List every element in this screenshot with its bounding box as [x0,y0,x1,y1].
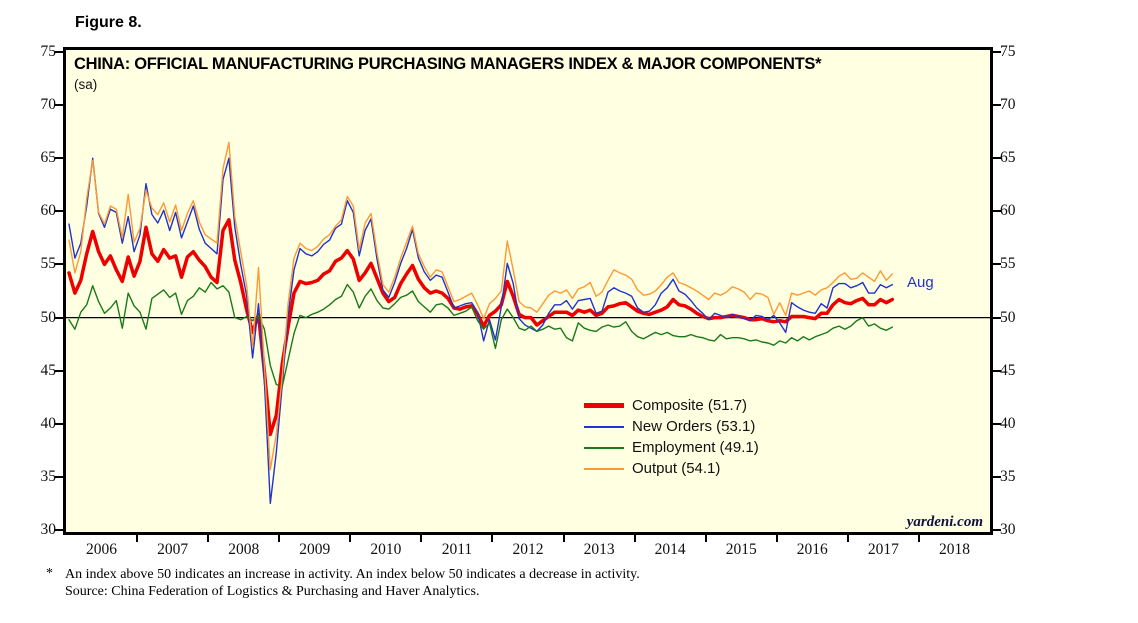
y-tick-left [55,316,63,319]
y-axis-label-right-55: 55 [1000,255,1016,273]
chart-title: CHINA: OFFICIAL MANUFACTURING PURCHASING… [74,55,822,73]
y-tick-right [993,157,1001,160]
y-axis-label-right-65: 65 [1000,149,1016,167]
x-tick-12 [917,535,920,542]
y-axis-label-left-50: 50 [40,308,57,326]
last-month-label: Aug [907,274,934,291]
x-axis-label-2006: 2006 [86,541,118,558]
legend-label: Employment (49.1) [632,439,759,456]
y-tick-right [993,422,1001,425]
x-tick-5 [420,535,423,542]
legend-item-composite: Composite (51.7) [584,395,759,416]
plot-area: CHINA: OFFICIAL MANUFACTURING PURCHASING… [63,47,993,535]
y-axis-label-left-40: 40 [40,414,57,432]
footnote-line1: An index above 50 indicates an increase … [65,567,640,582]
y-tick-left [55,104,63,107]
y-tick-right [993,104,1001,107]
plot-lines-svg [66,141,990,505]
x-axis-label-2013: 2013 [583,541,615,558]
composite-line-swatch [584,403,624,408]
x-axis-label-2011: 2011 [441,541,473,558]
x-axis-label-2008: 2008 [228,541,260,558]
y-axis-label-right-30: 30 [1000,521,1016,538]
x-axis-label-2007: 2007 [157,541,189,558]
x-axis-label-2012: 2012 [512,541,544,558]
x-axis-label-2015: 2015 [725,541,757,558]
x-tick-10 [775,535,778,542]
y-axis-label-left-75: 75 [40,43,57,60]
footnote: * An index above 50 indicates an increas… [46,566,1096,600]
y-tick-right [993,51,1001,53]
x-axis-label-2017: 2017 [867,541,899,558]
chart-subtitle: (sa) [74,77,98,92]
x-axis-label-2009: 2009 [299,541,331,558]
x-tick-11 [846,535,849,542]
y-tick-left [55,263,63,266]
y-tick-right [993,316,1001,319]
y-tick-left [55,369,63,372]
legend-label: Output (54.1) [632,460,721,477]
y-tick-right [993,529,1001,531]
x-axis-label-2014: 2014 [654,541,686,558]
y-axis-label-left-65: 65 [40,149,57,167]
y-tick-left [55,475,63,478]
x-axis-label-2018: 2018 [938,541,970,558]
figure-label: Figure 8. [75,14,142,31]
x-tick-4 [349,535,352,542]
x-tick-9 [704,535,707,542]
legend-item-output: Output (54.1) [584,458,759,479]
y-axis-label-left-55: 55 [40,255,57,273]
x-axis-label-2016: 2016 [796,541,828,558]
series-line-composite [67,218,895,437]
legend-label: Composite (51.7) [632,397,748,414]
legend-item-new-orders: New Orders (53.1) [584,416,759,437]
y-tick-right [993,210,1001,213]
y-axis-label-left-35: 35 [40,467,57,485]
footnote-line2: Source: China Federation of Logistics & … [65,584,480,599]
y-tick-left [55,210,63,213]
y-axis-label-right-75: 75 [1000,43,1016,60]
employment-line-swatch [584,446,624,449]
y-axis-label-left-45: 45 [40,361,57,379]
y-axis-label-left-60: 60 [40,202,57,220]
y-tick-right [993,475,1001,478]
y-axis-label-right-60: 60 [1000,202,1016,220]
output-line-swatch [584,467,624,470]
footnote-asterisk: * [46,566,53,581]
watermark: yardeni.com [906,514,983,530]
y-tick-left [55,157,63,160]
x-tick-8 [633,535,636,542]
y-axis-label-left-70: 70 [40,96,57,114]
y-axis-label-right-70: 70 [1000,96,1016,114]
y-tick-right [993,369,1001,372]
series-line-output [68,141,893,471]
x-tick-3 [278,535,281,542]
series-line-new-orders [68,157,893,505]
x-tick-2 [207,535,210,542]
y-tick-left [55,422,63,425]
legend-item-employment: Employment (49.1) [584,437,759,458]
y-tick-left [55,529,63,531]
y-tick-right [993,263,1001,266]
x-tick-6 [491,535,494,542]
y-axis-label-left-30: 30 [40,521,57,538]
series-line-employment [68,281,893,388]
x-tick-1 [136,535,139,542]
y-axis-label-right-45: 45 [1000,361,1016,379]
y-axis-label-right-50: 50 [1000,308,1016,326]
y-tick-left [55,51,63,53]
x-axis-label-2010: 2010 [370,541,402,558]
legend-label: New Orders (53.1) [632,418,756,435]
y-axis-label-right-40: 40 [1000,414,1016,432]
new-orders-line-swatch [584,425,624,428]
y-axis-label-right-35: 35 [1000,467,1016,485]
legend: Composite (51.7) New Orders (53.1) Emplo… [584,395,759,479]
x-tick-7 [562,535,565,542]
